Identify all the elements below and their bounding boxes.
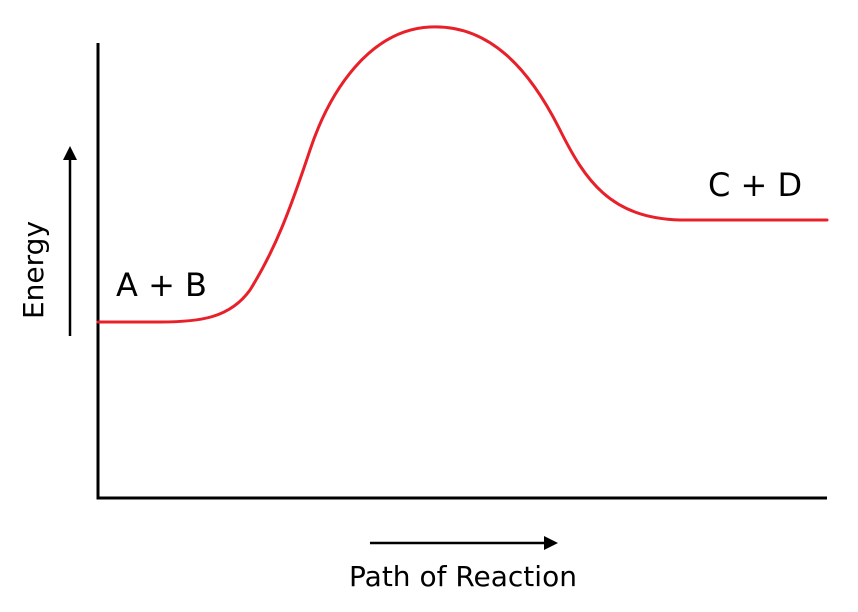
y-axis-label: Energy	[17, 221, 50, 319]
x-axis-label: Path of Reaction	[349, 560, 577, 593]
reaction-curve	[96, 25, 829, 324]
products-label: C + D	[708, 166, 802, 204]
reactants-label: A + B	[116, 266, 207, 304]
energy-arrowhead-icon	[63, 146, 77, 160]
path-arrowhead-icon	[544, 536, 558, 550]
